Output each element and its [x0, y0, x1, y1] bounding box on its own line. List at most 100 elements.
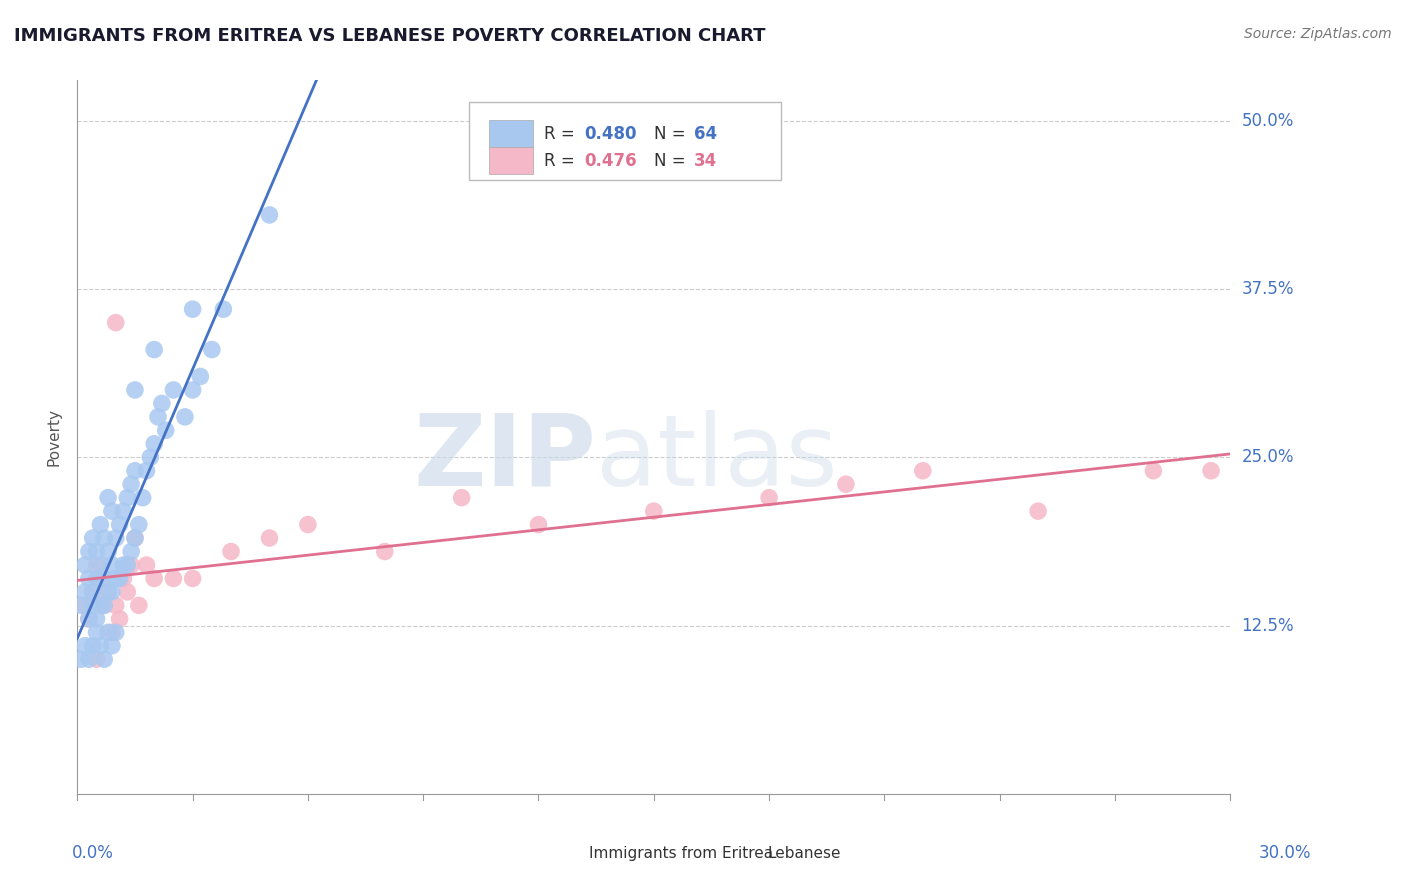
Point	[112, 558, 135, 572]
Point	[77, 612, 100, 626]
Point	[162, 571, 184, 585]
Bar	[558, 846, 583, 862]
Point	[120, 558, 142, 572]
Point	[97, 491, 120, 505]
Point	[143, 343, 166, 357]
Point	[1199, 464, 1222, 478]
Point	[82, 585, 104, 599]
Point	[643, 504, 665, 518]
Text: 0.476: 0.476	[585, 152, 637, 169]
Point	[124, 383, 146, 397]
Point	[93, 599, 115, 613]
Point	[117, 558, 139, 572]
Point	[117, 491, 139, 505]
Bar	[489, 147, 533, 175]
Point	[89, 558, 111, 572]
Point	[77, 612, 100, 626]
Text: atlas: atlas	[596, 410, 838, 507]
Point	[104, 531, 127, 545]
Point	[104, 316, 127, 330]
Text: N =: N =	[654, 125, 690, 143]
Point	[201, 343, 224, 357]
Point	[82, 585, 104, 599]
Point	[450, 491, 472, 505]
Point	[1026, 504, 1049, 518]
Point	[135, 558, 157, 572]
Point	[124, 531, 146, 545]
Point	[259, 208, 281, 222]
Text: Source: ZipAtlas.com: Source: ZipAtlas.com	[1244, 27, 1392, 41]
Point	[112, 504, 135, 518]
Point	[124, 531, 146, 545]
Point	[77, 571, 100, 585]
Point	[104, 625, 127, 640]
Point	[97, 585, 120, 599]
Point	[374, 544, 396, 558]
Text: R =: R =	[544, 125, 581, 143]
Point	[77, 544, 100, 558]
Point	[93, 531, 115, 545]
Point	[758, 491, 780, 505]
Point	[101, 585, 124, 599]
Point	[82, 639, 104, 653]
Point	[181, 383, 204, 397]
Point	[162, 383, 184, 397]
Point	[101, 558, 124, 572]
Point	[101, 625, 124, 640]
Point	[73, 639, 96, 653]
Point	[135, 464, 157, 478]
Point	[259, 531, 281, 545]
Y-axis label: Poverty: Poverty	[46, 408, 62, 467]
Point	[86, 558, 108, 572]
Point	[70, 652, 93, 666]
Text: N =: N =	[654, 152, 690, 169]
Point	[86, 612, 108, 626]
Point	[120, 477, 142, 491]
Point	[112, 571, 135, 585]
Point	[73, 599, 96, 613]
Text: 12.5%: 12.5%	[1241, 616, 1294, 634]
Point	[117, 585, 139, 599]
Point	[143, 437, 166, 451]
Point	[219, 544, 242, 558]
Point	[835, 477, 858, 491]
Point	[101, 504, 124, 518]
Text: Lebanese: Lebanese	[768, 847, 841, 862]
Point	[527, 517, 550, 532]
Point	[155, 423, 177, 437]
Point	[120, 544, 142, 558]
FancyBboxPatch shape	[470, 102, 780, 180]
Text: ZIP: ZIP	[413, 410, 596, 507]
Point	[73, 558, 96, 572]
Point	[124, 464, 146, 478]
Text: IMMIGRANTS FROM ERITREA VS LEBANESE POVERTY CORRELATION CHART: IMMIGRANTS FROM ERITREA VS LEBANESE POVE…	[14, 27, 765, 45]
Point	[104, 599, 127, 613]
Point	[181, 571, 204, 585]
Text: 34: 34	[695, 152, 717, 169]
Point	[1142, 464, 1164, 478]
Point	[86, 571, 108, 585]
Point	[146, 409, 169, 424]
Point	[89, 571, 111, 585]
Point	[86, 625, 108, 640]
Point	[139, 450, 162, 465]
Point	[174, 409, 197, 424]
Point	[97, 585, 120, 599]
Point	[82, 531, 104, 545]
Text: 0.480: 0.480	[585, 125, 637, 143]
Point	[297, 517, 319, 532]
Point	[89, 517, 111, 532]
Point	[143, 571, 166, 585]
Point	[89, 599, 111, 613]
Point	[188, 369, 211, 384]
Point	[150, 396, 173, 410]
Point	[101, 639, 124, 653]
Point	[77, 652, 100, 666]
Text: 0.0%: 0.0%	[72, 844, 114, 862]
Point	[131, 491, 153, 505]
Point	[108, 517, 131, 532]
Text: 30.0%: 30.0%	[1258, 844, 1310, 862]
Point	[97, 625, 120, 640]
Point	[73, 585, 96, 599]
Text: R =: R =	[544, 152, 581, 169]
